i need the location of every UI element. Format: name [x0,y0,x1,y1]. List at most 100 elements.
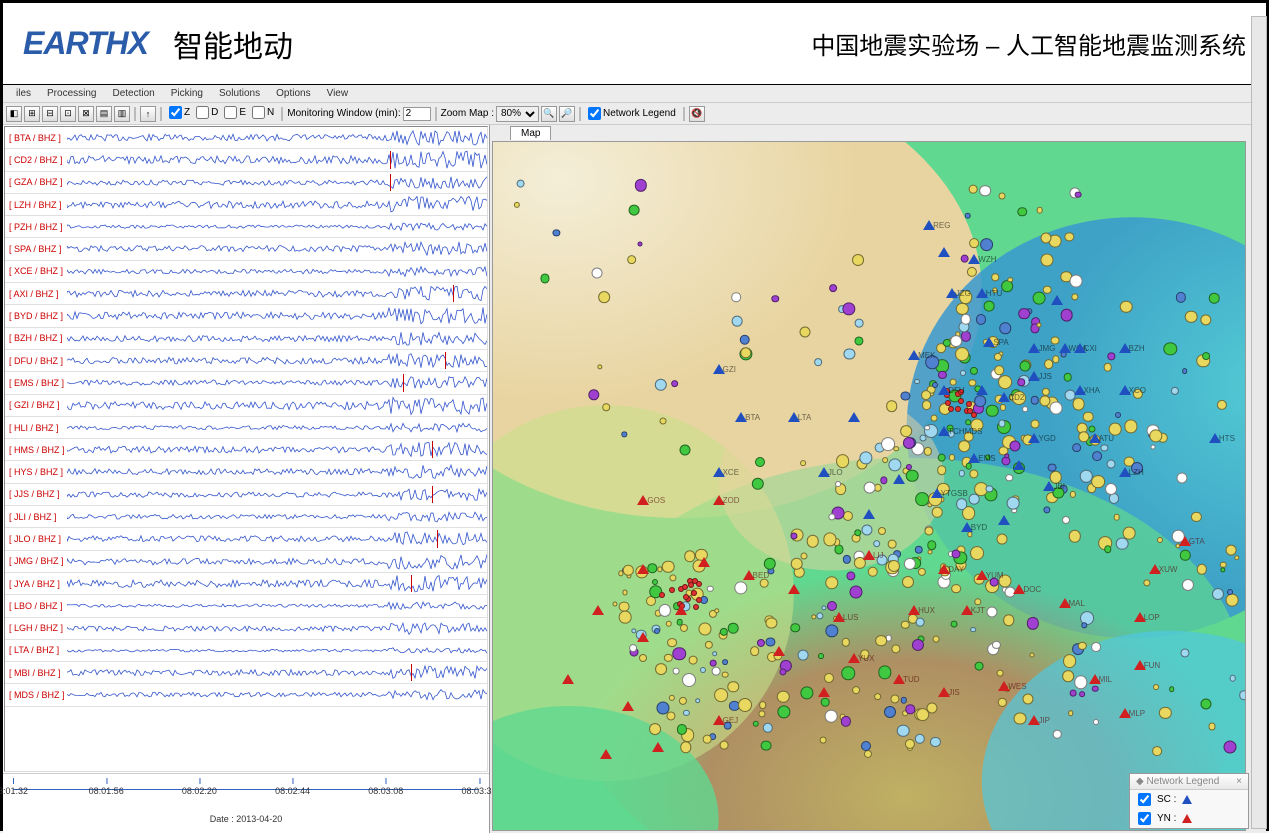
event-marker[interactable] [1068,530,1080,542]
event-marker[interactable] [915,546,923,554]
event-marker[interactable] [836,454,850,468]
toolbar-btn-4[interactable]: ⊡ [60,106,76,122]
menu-options[interactable]: Options [268,88,318,99]
event-marker[interactable] [969,469,978,478]
event-marker[interactable] [967,532,972,537]
zoom-out-icon[interactable]: 🔍 [541,106,557,122]
event-marker[interactable] [766,617,777,628]
event-marker[interactable] [623,590,628,595]
event-marker[interactable] [1060,309,1073,322]
event-marker[interactable] [799,326,810,337]
station-marker-sc[interactable] [893,474,905,484]
event-marker[interactable] [1093,719,1099,725]
event-marker[interactable] [1006,474,1013,481]
station-marker-yn[interactable] [600,749,612,759]
event-marker[interactable] [949,454,955,460]
event-marker[interactable] [1070,491,1076,497]
event-marker[interactable] [952,550,961,559]
event-marker[interactable] [924,447,932,455]
station-marker-yn[interactable] [788,584,800,594]
event-marker[interactable] [933,636,940,643]
waveform-row[interactable]: [ JMG / BHZ ] [5,551,487,573]
event-marker[interactable] [888,540,897,549]
toolbar-btn-6[interactable]: ▤ [96,106,112,122]
event-marker[interactable] [852,254,864,266]
event-marker[interactable] [824,673,834,683]
event-marker[interactable] [1182,368,1188,374]
check-Z[interactable]: Z [169,106,190,119]
event-marker[interactable] [662,560,675,573]
event-marker[interactable] [629,205,640,216]
event-marker[interactable] [922,390,932,400]
event-marker[interactable] [842,302,855,315]
event-marker[interactable] [1106,460,1115,469]
event-marker[interactable] [1062,670,1074,682]
event-marker[interactable] [1062,516,1070,524]
menu-picking[interactable]: Picking [163,88,211,99]
event-marker[interactable] [806,535,819,548]
event-marker[interactable] [553,230,560,237]
waveform-row[interactable]: [ SPA / BHZ ] [5,238,487,260]
event-marker[interactable] [1009,440,1020,451]
waveform-row[interactable]: [ XCE / BHZ ] [5,261,487,283]
event-marker[interactable] [671,380,679,388]
event-marker[interactable] [1200,314,1211,325]
waveform-row[interactable]: [ JLO / BHZ ] [5,528,487,550]
event-marker[interactable] [1105,483,1117,495]
event-marker[interactable] [915,734,925,744]
event-marker[interactable] [840,716,850,726]
event-marker[interactable] [652,579,658,585]
event-marker[interactable] [666,711,675,720]
event-marker[interactable] [882,458,888,464]
event-marker[interactable] [667,638,677,648]
event-marker[interactable] [916,708,930,722]
event-marker[interactable] [635,179,647,191]
event-marker[interactable] [1030,396,1039,405]
event-marker[interactable] [1052,355,1059,362]
event-marker[interactable] [598,364,603,369]
waveform-row[interactable]: [ JJS / BHZ ] [5,484,487,506]
event-marker[interactable] [1124,420,1137,433]
event-marker[interactable] [1180,649,1189,658]
event-marker[interactable] [829,513,836,520]
event-marker[interactable] [1050,401,1063,414]
event-marker[interactable] [1048,463,1057,472]
event-marker[interactable] [759,701,767,709]
event-marker[interactable] [728,623,739,634]
waveform-row[interactable]: [ BTA / BHZ ] [5,127,487,149]
event-marker[interactable] [1113,514,1120,521]
event-marker[interactable] [886,401,898,413]
event-marker[interactable] [975,662,984,671]
event-marker[interactable] [1036,323,1041,328]
event-marker[interactable] [1120,301,1133,314]
waveform-row[interactable]: [ HLI / BHZ ] [5,417,487,439]
menu-detection[interactable]: Detection [104,88,162,99]
station-marker-yn[interactable] [637,564,649,574]
waveform-row[interactable]: [ JLI / BHZ ] [5,506,487,528]
event-marker[interactable] [1069,690,1076,697]
station-marker-yn[interactable] [622,701,634,711]
station-marker-yn[interactable] [675,605,687,615]
event-marker[interactable] [1031,420,1040,429]
event-marker[interactable] [1208,723,1215,730]
event-marker[interactable] [1065,232,1074,241]
event-marker[interactable] [1169,687,1175,693]
event-marker[interactable] [1074,191,1081,198]
event-marker[interactable] [1043,286,1052,295]
event-marker[interactable] [992,641,1000,649]
waveform-list[interactable]: [ BTA / BHZ ] [ CD2 / BHZ ] [ GZA / BHZ … [4,126,488,772]
event-marker[interactable] [912,639,924,651]
event-marker[interactable] [998,698,1006,706]
event-marker[interactable] [1000,404,1006,410]
event-marker[interactable] [888,458,901,471]
event-marker[interactable] [1022,693,1033,704]
station-marker-sc[interactable] [976,385,988,395]
station-marker-yn[interactable] [562,674,574,684]
event-marker[interactable] [842,638,850,646]
event-marker[interactable] [1159,707,1171,719]
event-marker[interactable] [1191,512,1201,522]
waveform-row[interactable]: [ AXI / BHZ ] [5,283,487,305]
event-marker[interactable] [1104,545,1111,552]
event-marker[interactable] [1226,594,1239,607]
waveform-row[interactable]: [ MDS / BHZ ] [5,684,487,706]
